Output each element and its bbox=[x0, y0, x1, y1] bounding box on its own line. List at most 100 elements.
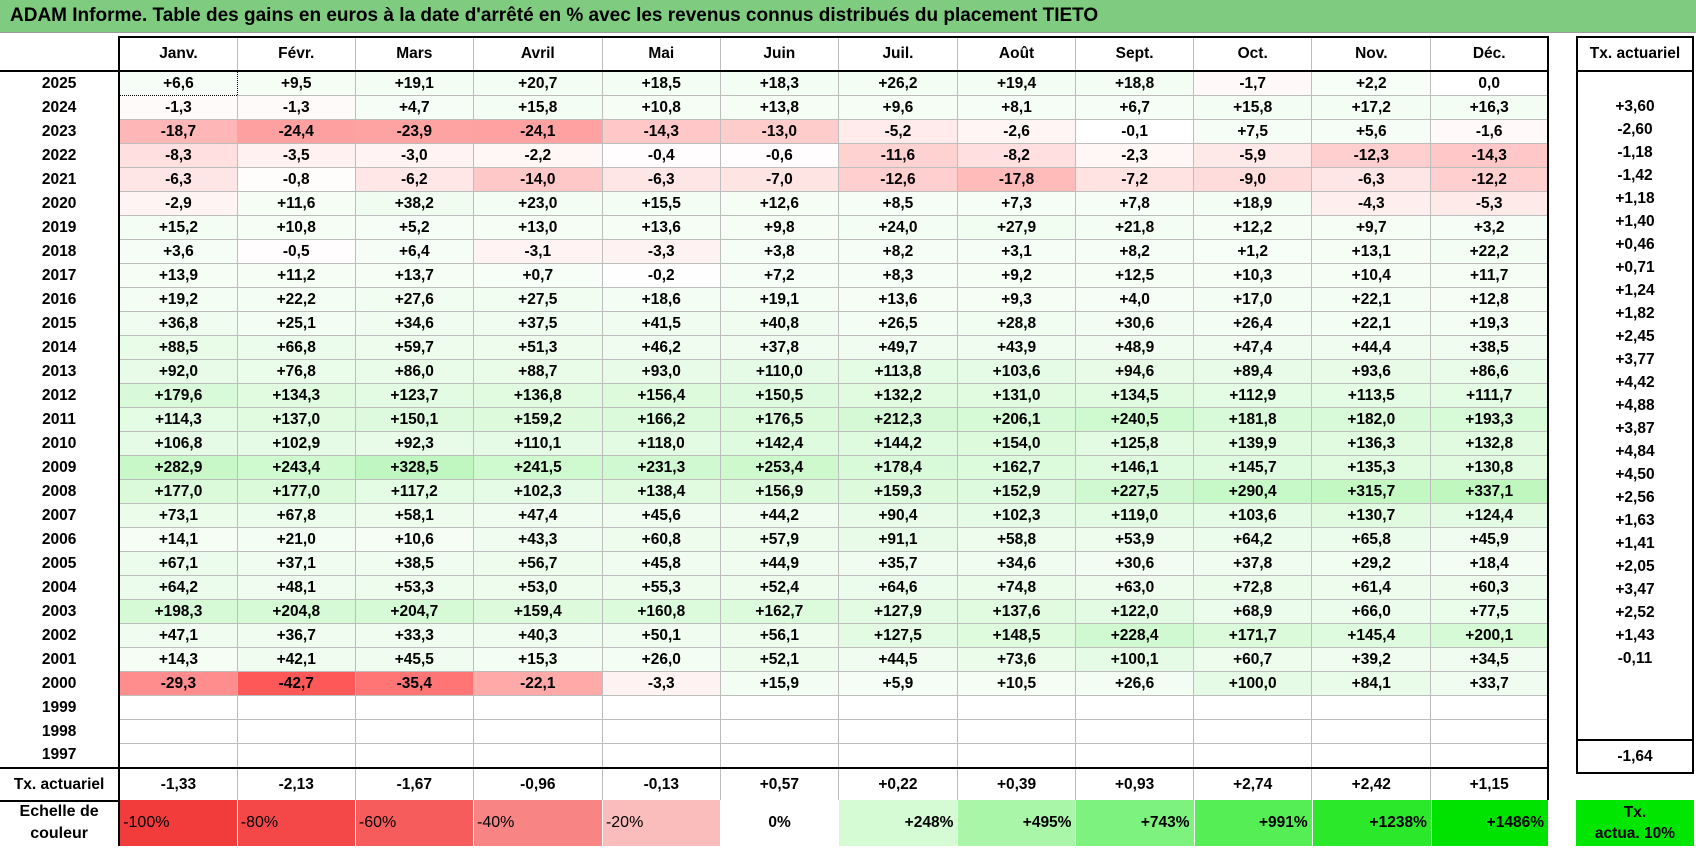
gain-cell: +228,4 bbox=[1075, 623, 1195, 648]
gain-cell bbox=[602, 743, 721, 768]
table-row: 2016 +19,2 +22,2 +27,6 +27,5 +18,6 +19,1 +13,6 +… bbox=[0, 287, 1550, 312]
gain-cell: +44,4 bbox=[1311, 335, 1432, 360]
table-row: 2011 +114,3 +137,0 +150,1 +159,2 +166,2 +176,5… bbox=[0, 407, 1550, 432]
actuarial-row bbox=[1576, 670, 1694, 693]
gain-cell: -24,1 bbox=[473, 119, 603, 144]
gain-cell: +27,9 bbox=[957, 215, 1077, 240]
gain-cell: +100,0 bbox=[1193, 671, 1313, 696]
gain-cell: +110,1 bbox=[473, 431, 603, 456]
gain-cell: +26,0 bbox=[602, 647, 721, 672]
gain-cell: +15,5 bbox=[602, 191, 721, 216]
gain-cell: -6,3 bbox=[1311, 167, 1432, 192]
gain-cell: +144,2 bbox=[838, 431, 959, 456]
gain-cell: -1,6 bbox=[1430, 119, 1550, 144]
table-row: 2021 -6,3 -0,8 -6,2 -14,0 -6,3 -7,0 -12,6 -17,8-… bbox=[0, 167, 1550, 192]
color-scale-legend: Echelle de couleur -100% -80% -60% -40% -20% 0%… bbox=[0, 800, 1550, 846]
gain-cell: +29,2 bbox=[1311, 551, 1432, 576]
gain-cell: -3,3 bbox=[602, 671, 721, 696]
gain-cell bbox=[1193, 743, 1313, 768]
actuarial-row bbox=[1576, 693, 1694, 716]
gain-cell: +5,9 bbox=[838, 671, 959, 696]
gain-cell: -0,2 bbox=[602, 263, 721, 288]
gain-cell: +135,3 bbox=[1311, 455, 1432, 480]
gain-cell bbox=[838, 719, 959, 744]
gain-cell: +8,2 bbox=[1075, 239, 1195, 264]
year-label: 2017 bbox=[0, 263, 121, 288]
gain-cell: -1,3 bbox=[119, 95, 238, 120]
gain-cell: +13,6 bbox=[838, 287, 959, 312]
table-row: 1999 bbox=[0, 695, 1550, 720]
gain-cell: -1,7 bbox=[1193, 71, 1313, 96]
gain-cell bbox=[602, 695, 721, 720]
gain-cell: +162,7 bbox=[720, 599, 839, 624]
gain-cell: +33,7 bbox=[1430, 671, 1550, 696]
gain-cell: +177,0 bbox=[237, 479, 356, 504]
gain-cell: +152,9 bbox=[957, 479, 1077, 504]
gain-cell: +64,2 bbox=[119, 575, 238, 600]
gain-cell: +1,2 bbox=[1193, 239, 1313, 264]
color-scale-swatch: +248% bbox=[838, 800, 959, 846]
actuarial-row: +4,50 bbox=[1576, 463, 1694, 486]
table-row: 2001 +14,3 +42,1 +45,5 +15,3 +26,0 +52,1 +44,5 +… bbox=[0, 647, 1550, 672]
gain-cell: +10,4 bbox=[1311, 263, 1432, 288]
color-scale-swatch: -40% bbox=[473, 800, 603, 846]
actuarial-rate-cell: +4,42 bbox=[1576, 371, 1694, 394]
month-header-2: Févr. bbox=[237, 36, 356, 72]
gain-cell: +12,6 bbox=[720, 191, 839, 216]
gain-cell: -1,3 bbox=[237, 95, 356, 120]
gain-cell: +94,6 bbox=[1075, 359, 1195, 384]
color-scale-swatch: +1238% bbox=[1312, 800, 1432, 846]
gain-cell bbox=[119, 743, 238, 768]
gain-cell: +3,1 bbox=[957, 239, 1077, 264]
table-row: 2010 +106,8 +102,9 +92,3 +110,1 +118,0 +142,4 +… bbox=[0, 431, 1550, 456]
gain-cell: +33,3 bbox=[355, 623, 474, 648]
gain-cell bbox=[473, 695, 603, 720]
year-label: 1997 bbox=[0, 743, 121, 768]
gain-cell: +24,0 bbox=[838, 215, 959, 240]
gain-cell: +130,8 bbox=[1430, 455, 1550, 480]
report-title: ADAM Informe. Table des gains en euros à… bbox=[10, 5, 1099, 26]
gain-cell: -14,3 bbox=[602, 119, 721, 144]
gain-cell: +15,8 bbox=[1193, 95, 1313, 120]
gain-cell: +4,7 bbox=[355, 95, 474, 120]
table-row: 2025 +6,6 +9,5 +19,1 +20,7 +18,5 +18,3 +26,2 +19… bbox=[0, 70, 1550, 96]
table-row: 1998 bbox=[0, 719, 1550, 744]
gain-cell: +35,7 bbox=[838, 551, 959, 576]
gain-cell: +43,3 bbox=[473, 527, 603, 552]
gain-cell: +145,7 bbox=[1193, 455, 1313, 480]
gain-cell: +124,4 bbox=[1430, 503, 1550, 528]
gain-cell: +282,9 bbox=[119, 455, 238, 480]
gain-cell: +22,2 bbox=[1430, 239, 1550, 264]
gain-cell: +58,8 bbox=[957, 527, 1077, 552]
gain-cell: +36,8 bbox=[119, 311, 238, 336]
gain-cell: +74,8 bbox=[957, 575, 1077, 600]
gain-cell: +48,1 bbox=[237, 575, 356, 600]
gain-cell: -13,0 bbox=[720, 119, 839, 144]
gain-cell: +162,7 bbox=[957, 455, 1077, 480]
actuarial-rate-cell: +3,47 bbox=[1576, 578, 1694, 601]
gain-cell bbox=[237, 719, 356, 744]
actuarial-rate-cell: +1,41 bbox=[1576, 532, 1694, 555]
gain-cell: +10,3 bbox=[1193, 263, 1313, 288]
gain-cell: +12,5 bbox=[1075, 263, 1195, 288]
gain-cell: +21,0 bbox=[237, 527, 356, 552]
gain-cell: +241,5 bbox=[473, 455, 603, 480]
gain-cell: +122,0 bbox=[1075, 599, 1195, 624]
gain-cell: -3,1 bbox=[473, 239, 603, 264]
gain-cell: +9,8 bbox=[720, 215, 839, 240]
actuarial-rate-header: Tx. actuariel bbox=[1576, 36, 1694, 72]
gain-cell: +166,2 bbox=[602, 407, 721, 432]
gain-cell: +59,7 bbox=[355, 335, 474, 360]
gain-cell: +328,5 bbox=[355, 455, 474, 480]
gain-cell: +15,9 bbox=[720, 671, 839, 696]
gain-cell: +159,3 bbox=[838, 479, 959, 504]
gain-cell: +206,1 bbox=[957, 407, 1077, 432]
gain-cell: -12,3 bbox=[1311, 143, 1432, 168]
gain-cell bbox=[957, 695, 1077, 720]
month-header-5: Mai bbox=[602, 36, 721, 72]
gain-cell: +13,0 bbox=[473, 215, 603, 240]
gain-cell: +138,4 bbox=[602, 479, 721, 504]
table-row: 2002 +47,1 +36,7 +33,3 +40,3 +50,1 +56,1 +127,5… bbox=[0, 623, 1550, 648]
gain-cell bbox=[1430, 743, 1550, 768]
gain-cell: +200,1 bbox=[1430, 623, 1550, 648]
